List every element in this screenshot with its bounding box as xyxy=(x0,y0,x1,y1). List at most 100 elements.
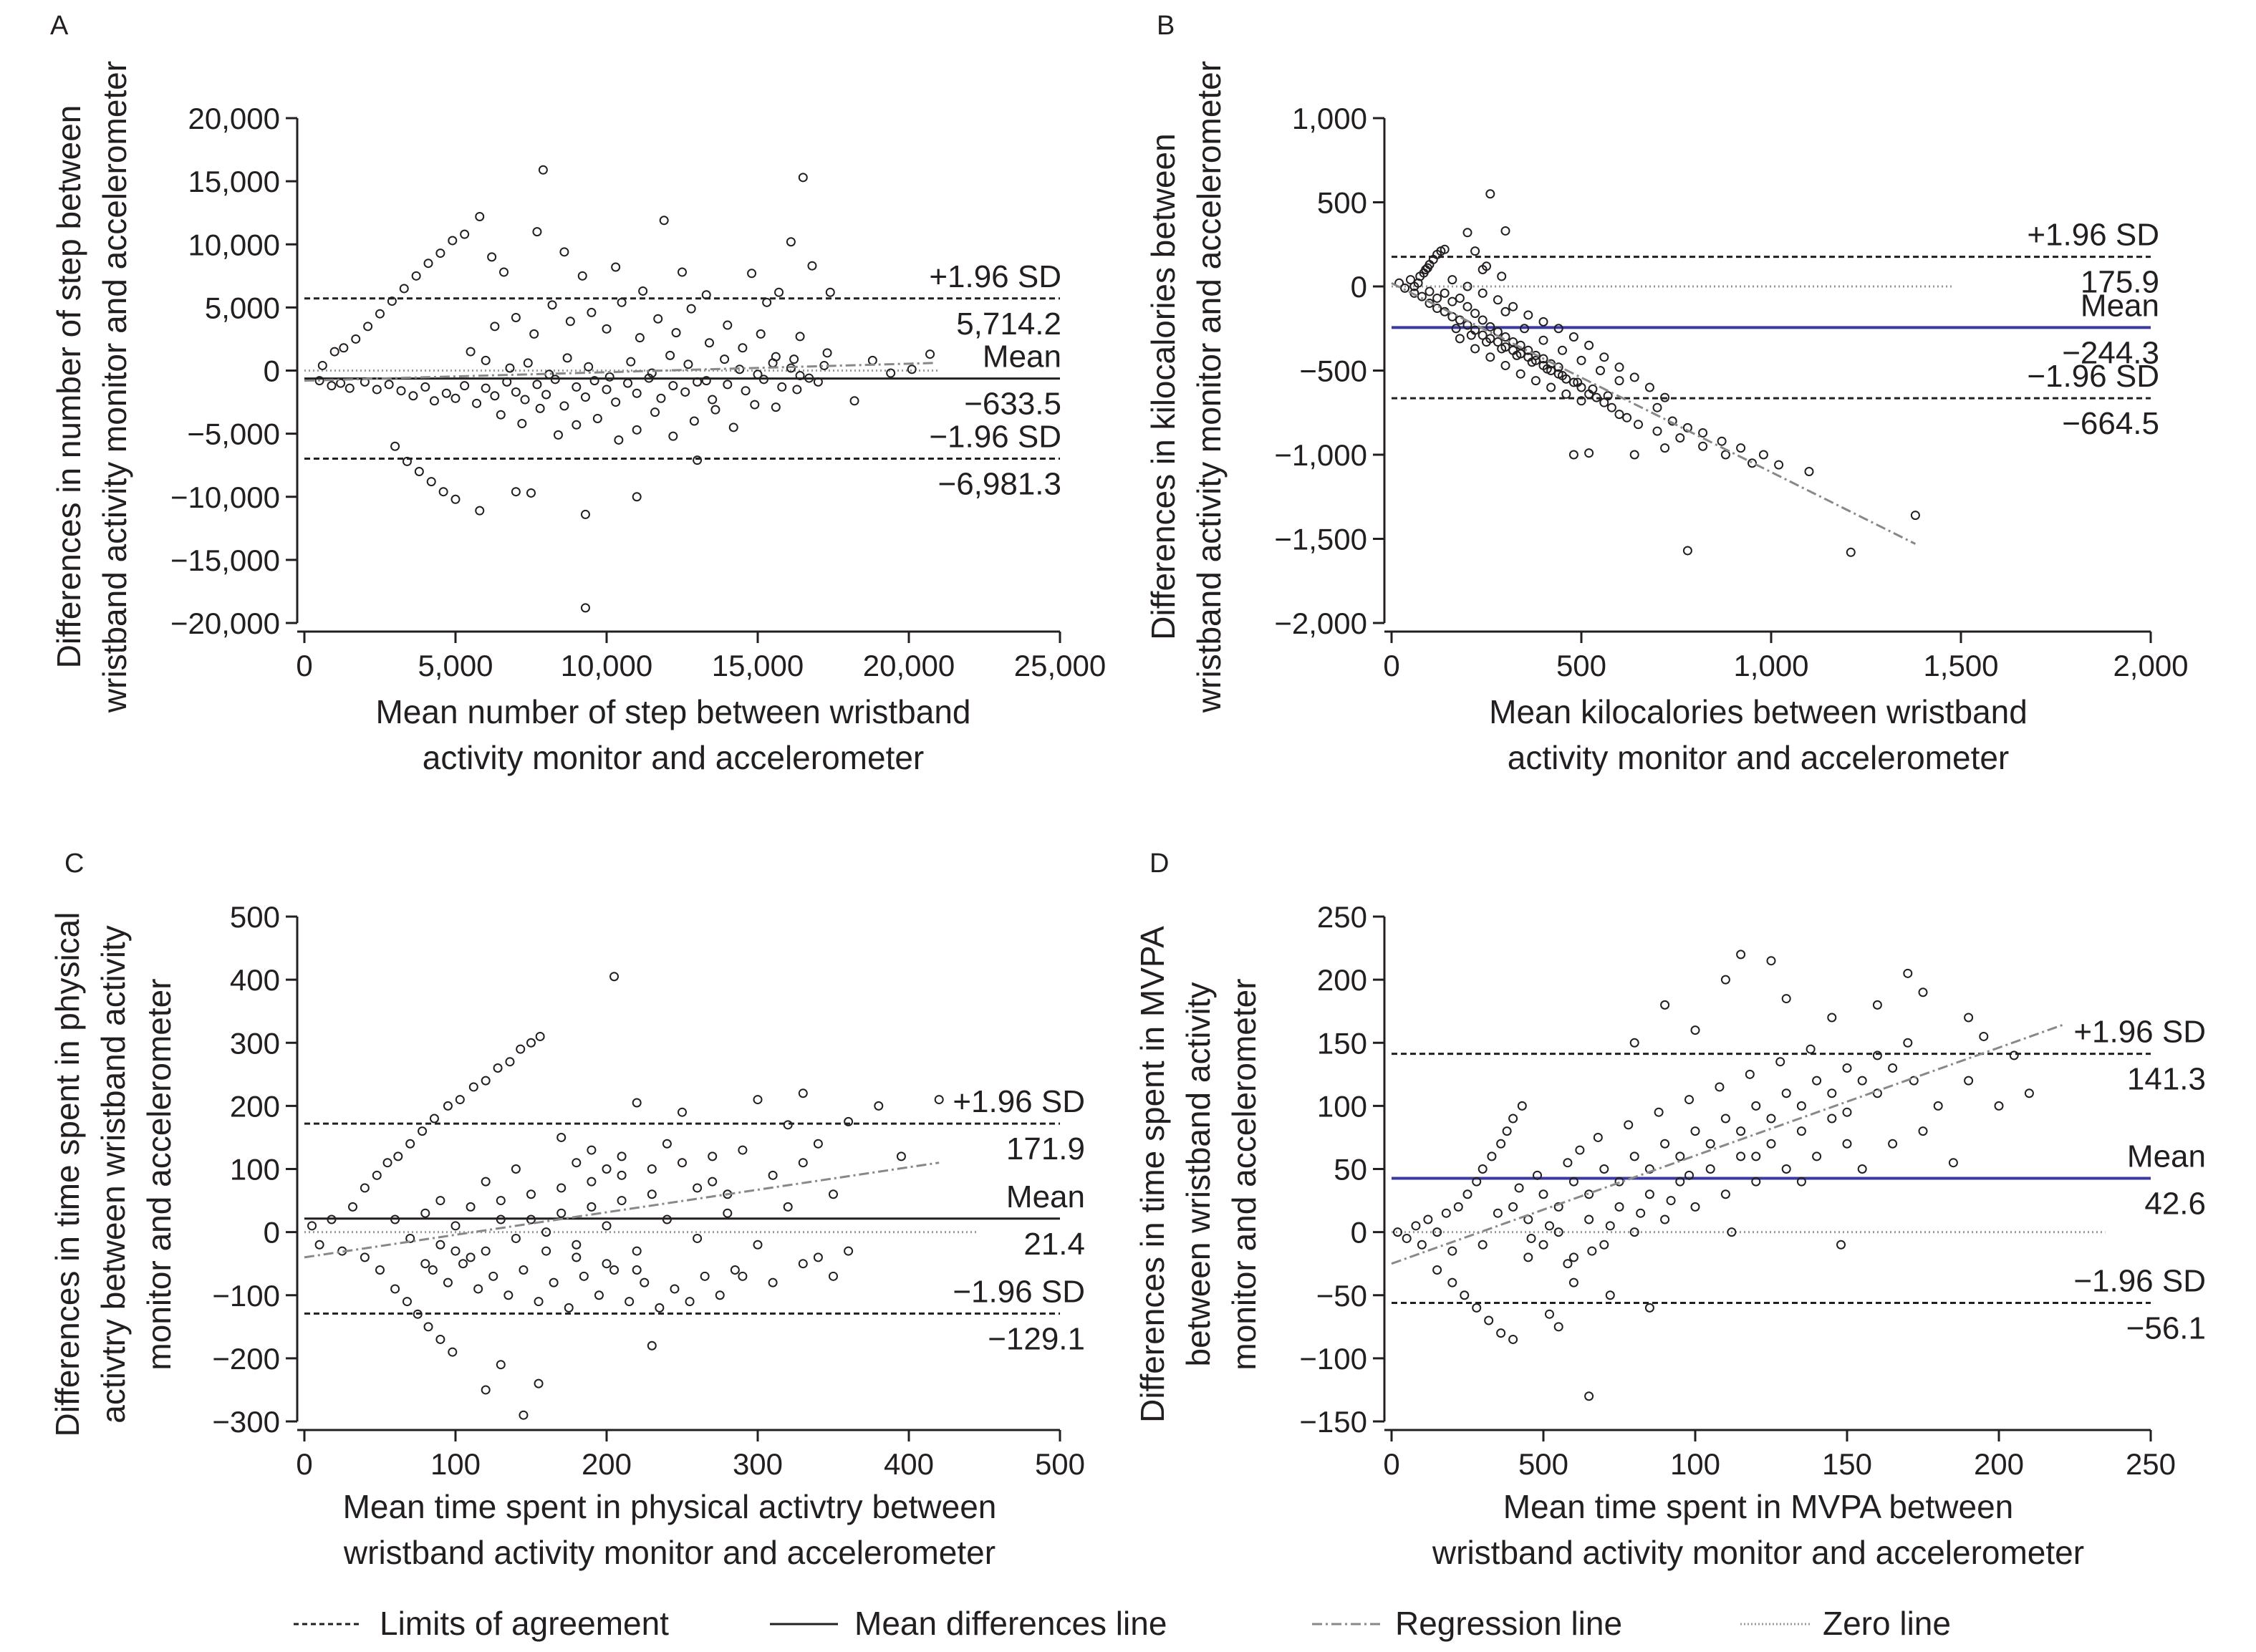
data-point xyxy=(1666,1196,1676,1206)
y-tick-label: −300 xyxy=(212,1405,280,1439)
data-point xyxy=(1460,1290,1470,1300)
data-point xyxy=(798,1088,808,1098)
data-point xyxy=(511,487,521,497)
data-point xyxy=(472,398,482,408)
y-tick-label: 20,000 xyxy=(188,102,280,135)
panel-b: B Mean kilocalories between wristband act… xyxy=(1144,11,2189,776)
data-point xyxy=(1812,1151,1822,1161)
data-point xyxy=(1675,1177,1685,1187)
data-point xyxy=(1758,450,1768,460)
data-point xyxy=(1451,324,1461,334)
data-point xyxy=(1727,1227,1737,1237)
y-axis-title: Differences in number of step between wri… xyxy=(50,61,133,713)
y-tick-label: 0 xyxy=(264,354,280,388)
data-point xyxy=(1478,288,1488,298)
data-point xyxy=(1717,436,1727,446)
data-point xyxy=(577,271,587,281)
data-point xyxy=(1918,987,1928,998)
data-point xyxy=(738,1145,748,1155)
upper-limit-label: +1.96 SD xyxy=(2027,218,2159,253)
data-point xyxy=(384,380,394,390)
data-point xyxy=(798,1259,808,1269)
data-point xyxy=(556,1132,567,1142)
data-point xyxy=(450,1221,461,1231)
data-point xyxy=(529,329,539,339)
data-point xyxy=(572,1240,582,1250)
y-tick-label: −100 xyxy=(212,1279,280,1313)
data-point xyxy=(829,1271,838,1281)
data-point xyxy=(327,381,337,391)
x-tick-label: 200 xyxy=(1974,1447,2024,1481)
data-point xyxy=(1425,286,1435,296)
y-tick-label: 200 xyxy=(230,1089,280,1123)
data-point xyxy=(614,435,624,445)
data-point xyxy=(336,378,346,388)
lower-limit-value: −129.1 xyxy=(988,1321,1085,1356)
y-tick-label: 5,000 xyxy=(205,291,280,324)
data-point xyxy=(1720,1189,1730,1199)
data-point xyxy=(526,1189,536,1199)
data-point xyxy=(617,1170,627,1180)
y-tick-label: 0 xyxy=(1351,270,1367,304)
data-point xyxy=(594,1290,604,1300)
data-point xyxy=(1493,337,1503,347)
data-point xyxy=(1514,1183,1524,1193)
data-point xyxy=(1774,460,1784,470)
data-point xyxy=(647,1341,657,1351)
y-axis-title: Differences in time spent in physical act… xyxy=(49,912,178,1437)
data-point xyxy=(1629,1038,1639,1048)
data-point xyxy=(670,1284,680,1294)
y-tick-label: −20,000 xyxy=(170,607,280,640)
data-point xyxy=(496,1360,506,1370)
data-point xyxy=(671,328,681,338)
lower-limit-value: −56.1 xyxy=(2126,1311,2206,1346)
data-point xyxy=(753,369,763,380)
data-point xyxy=(758,375,768,385)
data-point xyxy=(786,237,796,247)
data-point xyxy=(1705,1139,1715,1149)
data-point xyxy=(405,1139,415,1149)
data-point xyxy=(317,360,327,370)
y-tick-label: −200 xyxy=(212,1342,280,1376)
data-point xyxy=(572,420,582,430)
data-point xyxy=(1523,310,1533,320)
data-point xyxy=(1804,467,1814,476)
data-point xyxy=(481,1177,491,1187)
data-point xyxy=(435,1334,445,1344)
data-point xyxy=(556,1208,567,1218)
data-point xyxy=(1563,1158,1573,1168)
data-point xyxy=(1614,1202,1624,1212)
data-point xyxy=(1591,392,1601,402)
data-point xyxy=(1781,994,1791,1004)
data-point xyxy=(1603,391,1613,401)
data-point xyxy=(1455,334,1465,344)
data-point xyxy=(632,425,642,435)
data-point xyxy=(1872,1050,1882,1061)
data-point xyxy=(1478,315,1488,325)
data-point xyxy=(1698,428,1708,438)
data-point xyxy=(556,1183,567,1193)
data-point xyxy=(1652,426,1662,436)
data-point xyxy=(1538,1189,1548,1199)
data-point xyxy=(1568,332,1578,342)
data-point xyxy=(559,247,569,257)
data-point xyxy=(1660,443,1670,453)
data-point xyxy=(429,1114,439,1124)
data-point xyxy=(730,1265,740,1275)
data-point xyxy=(1500,360,1510,370)
data-point xyxy=(1563,1259,1573,1269)
data-point xyxy=(1910,511,1920,521)
data-point xyxy=(1720,975,1730,985)
data-point xyxy=(795,332,805,342)
data-point xyxy=(1675,1151,1685,1161)
data-point xyxy=(314,376,324,386)
data-point xyxy=(602,324,612,334)
data-point xyxy=(559,401,569,411)
data-point xyxy=(329,347,339,357)
regression-line xyxy=(1391,281,1917,545)
data-point xyxy=(1533,1170,1543,1180)
data-point xyxy=(534,1378,544,1388)
x-tick-label: 0 xyxy=(296,649,312,682)
data-point xyxy=(1497,271,1507,281)
data-point xyxy=(1417,1240,1427,1250)
